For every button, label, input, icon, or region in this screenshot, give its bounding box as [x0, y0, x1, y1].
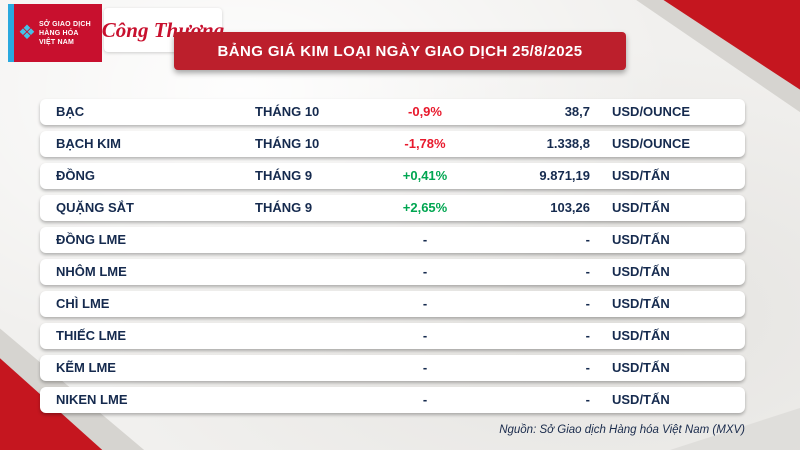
commodity-name: QUẶNG SẮT — [56, 200, 134, 215]
mxv-logo-box: ❖ SỞ GIAO DỊCH HÀNG HÓA VIỆT NAM — [14, 4, 102, 62]
price-value: 9.871,19 — [539, 168, 590, 183]
commodity-name: ĐỒNG LME — [56, 232, 127, 247]
table-row: NHÔM LME - - USD/TẤN — [40, 259, 745, 285]
price-unit: USD/TẤN — [612, 360, 670, 375]
commodity-name: ĐỒNG — [56, 168, 95, 183]
change-percent: - — [422, 296, 428, 311]
price-value: - — [585, 392, 590, 407]
change-percent: -1,78% — [404, 136, 446, 151]
source-text: Nguồn: Sở Giao dịch Hàng hóa Việt Nam (M… — [499, 424, 745, 436]
price-unit: USD/TẤN — [612, 200, 670, 215]
commodity-name: NIKEN LME — [56, 392, 128, 407]
mxv-diamond-icon: ❖ — [18, 22, 36, 44]
table-row: NIKEN LME - - USD/TẤN — [40, 387, 745, 413]
price-unit: USD/OUNCE — [612, 104, 691, 119]
table-row: BẠC THÁNG 10 -0,9% 38,7 USD/OUNCE — [40, 99, 745, 125]
change-percent: - — [422, 232, 428, 247]
change-percent: +0,41% — [402, 168, 448, 183]
change-percent: - — [422, 264, 428, 279]
table-row: ĐỒNG THÁNG 9 +0,41% 9.871,19 USD/TẤN — [40, 163, 745, 189]
price-value: - — [585, 296, 590, 311]
table-row: THIẾC LME - - USD/TẤN — [40, 323, 745, 349]
price-value: - — [585, 328, 590, 343]
price-unit: USD/TẤN — [612, 168, 670, 183]
title-banner: BẢNG GIÁ KIM LOẠI NGÀY GIAO DỊCH 25/8/20… — [174, 32, 626, 70]
mxv-org-name: SỞ GIAO DỊCH HÀNG HÓA VIỆT NAM — [38, 20, 91, 46]
table-row: BẠCH KIM THÁNG 10 -1,78% 1.338,8 USD/OUN… — [40, 131, 745, 157]
price-value: 103,26 — [550, 200, 590, 215]
price-unit: USD/TẤN — [612, 392, 670, 407]
contract-month: THÁNG 10 — [255, 136, 320, 151]
table-row: KẼM LME - - USD/TẤN — [40, 355, 745, 381]
change-percent: - — [422, 392, 428, 407]
mxv-logo: ❖ SỞ GIAO DỊCH HÀNG HÓA VIỆT NAM — [8, 4, 102, 62]
change-percent: - — [422, 360, 428, 375]
price-value: - — [585, 264, 590, 279]
commodity-name: NHÔM LME — [56, 264, 127, 279]
contract-month: THÁNG 9 — [255, 200, 313, 215]
table-row: CHÌ LME - - USD/TẤN — [40, 291, 745, 317]
table-row: ĐỒNG LME - - USD/TẤN — [40, 227, 745, 253]
price-table: BẠC THÁNG 10 -0,9% 38,7 USD/OUNCE BẠCH K… — [40, 99, 745, 413]
price-unit: USD/TẤN — [612, 296, 670, 311]
commodity-name: CHÌ LME — [56, 296, 110, 311]
commodity-name: BẠC — [56, 104, 85, 119]
price-value: 38,7 — [564, 104, 590, 119]
page-title: BẢNG GIÁ KIM LOẠI NGÀY GIAO DỊCH 25/8/20… — [217, 42, 583, 60]
commodity-name: KẼM LME — [56, 360, 116, 375]
change-percent: -0,9% — [408, 104, 442, 119]
commodity-name: THIẾC LME — [56, 328, 127, 343]
price-unit: USD/TẤN — [612, 264, 670, 279]
source-credit: Nguồn: Sở Giao dịch Hàng hóa Việt Nam (M… — [499, 420, 745, 438]
price-value: - — [585, 232, 590, 247]
contract-month: THÁNG 10 — [255, 104, 320, 119]
logo-accent-bar — [8, 4, 14, 62]
price-unit: USD/TẤN — [612, 328, 670, 343]
price-value: 1.338,8 — [546, 136, 590, 151]
price-value: - — [585, 360, 590, 375]
table-row: QUẶNG SẮT THÁNG 9 +2,65% 103,26 USD/TẤN — [40, 195, 745, 221]
price-unit: USD/TẤN — [612, 232, 670, 247]
change-percent: +2,65% — [402, 200, 448, 215]
commodity-name: BẠCH KIM — [56, 136, 121, 151]
price-unit: USD/OUNCE — [612, 136, 691, 151]
change-percent: - — [422, 328, 428, 343]
contract-month: THÁNG 9 — [255, 168, 313, 183]
